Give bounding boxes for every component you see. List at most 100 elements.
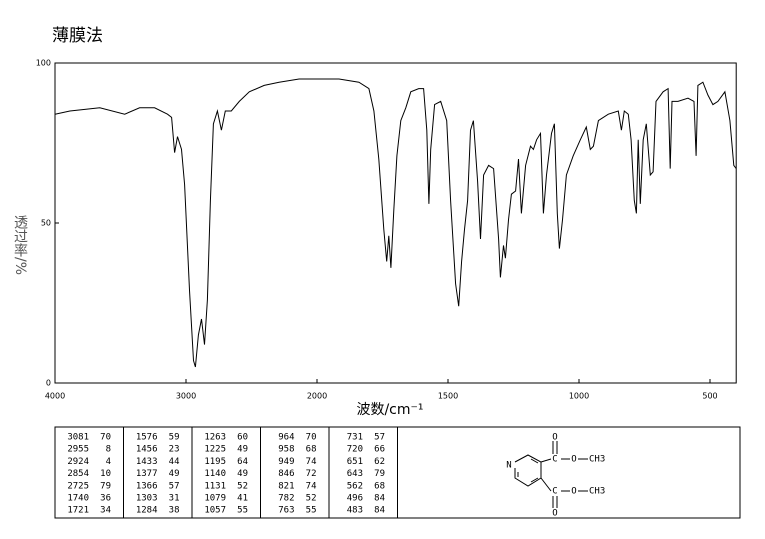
peak-wavenumber: 483 (347, 506, 363, 516)
peak-transmittance: 49 (237, 445, 248, 455)
peak-wavenumber: 1303 (136, 494, 158, 504)
peak-wavenumber: 562 (347, 481, 363, 491)
atom: O (552, 509, 557, 519)
peak-transmittance: 70 (306, 433, 317, 443)
peak-wavenumber: 720 (347, 445, 363, 455)
peak-wavenumber: 1377 (136, 469, 158, 479)
ring-bond (530, 458, 539, 464)
peak-transmittance: 74 (306, 481, 317, 491)
atom: CH3 (589, 455, 605, 465)
atom: N (506, 461, 511, 471)
peak-wavenumber: 964 (278, 433, 294, 443)
peak-transmittance: 49 (237, 469, 248, 479)
peak-transmittance: 66 (374, 445, 385, 455)
peak-transmittance: 41 (237, 494, 248, 504)
peak-wavenumber: 1225 (204, 445, 226, 455)
x-tick-label: 4000 (45, 392, 65, 401)
peak-wavenumber: 958 (278, 445, 294, 455)
peak-transmittance: 55 (306, 506, 317, 516)
peak-transmittance: 84 (374, 494, 385, 504)
ring (514, 454, 542, 487)
peak-wavenumber: 1576 (136, 433, 158, 443)
x-axis-label: 波数/cm⁻¹ (356, 402, 423, 418)
peak-wavenumber: 1740 (67, 494, 89, 504)
peak-transmittance: 79 (374, 469, 385, 479)
peak-transmittance: 68 (374, 481, 385, 491)
peak-wavenumber: 1456 (136, 445, 158, 455)
peak-transmittance: 44 (169, 457, 180, 467)
atom: C (552, 487, 557, 497)
peak-transmittance: 36 (100, 494, 111, 504)
ring-bond (530, 477, 539, 483)
bond (540, 477, 552, 492)
peak-transmittance: 31 (169, 494, 180, 504)
peak-transmittance: 62 (374, 457, 385, 467)
peak-transmittance: 52 (306, 494, 317, 504)
peak-transmittance: 52 (237, 481, 248, 491)
peak-wavenumber: 3081 (67, 433, 89, 443)
peak-wavenumber: 643 (347, 469, 363, 479)
peak-wavenumber: 1721 (67, 506, 89, 516)
peak-transmittance: 57 (374, 433, 385, 443)
peak-wavenumber: 1057 (204, 506, 226, 516)
y-tick-label: 100 (36, 59, 51, 68)
atom: O (571, 487, 576, 497)
x-tick-label: 3000 (176, 392, 196, 401)
peak-wavenumber: 731 (347, 433, 363, 443)
x-tick-label: 1000 (569, 392, 589, 401)
atom: O (552, 433, 557, 443)
x-tick-label: 1500 (438, 392, 458, 401)
table-dividers (123, 427, 398, 518)
spectrum-line (54, 78, 737, 368)
peak-wavenumber: 1131 (204, 481, 226, 491)
peak-wavenumber: 949 (278, 457, 294, 467)
peak-wavenumber: 1366 (136, 481, 158, 491)
peak-wavenumber: 1263 (204, 433, 226, 443)
peak-wavenumber: 651 (347, 457, 363, 467)
peak-transmittance: 38 (169, 506, 180, 516)
peak-wavenumber: 1079 (204, 494, 226, 504)
peak-transmittance: 74 (306, 457, 317, 467)
plot-frame (54, 62, 737, 384)
x-tick-label: 2000 (307, 392, 327, 401)
peak-transmittance: 8 (106, 445, 111, 455)
peak-transmittance: 70 (100, 433, 111, 443)
peak-wavenumber: 1140 (204, 469, 226, 479)
peak-wavenumber: 2725 (67, 481, 89, 491)
peak-wavenumber: 1195 (204, 457, 226, 467)
peak-wavenumber: 1433 (136, 457, 158, 467)
peak-wavenumber: 763 (278, 506, 294, 516)
atom: C (552, 455, 557, 465)
peak-wavenumber: 2854 (67, 469, 89, 479)
atom: CH3 (589, 487, 605, 497)
peak-transmittance: 49 (169, 469, 180, 479)
bond (540, 458, 552, 463)
peak-transmittance: 55 (237, 506, 248, 516)
peak-transmittance: 72 (306, 469, 317, 479)
peak-wavenumber: 1284 (136, 506, 158, 516)
peak-wavenumber: 496 (347, 494, 363, 504)
peak-wavenumber: 2955 (67, 445, 89, 455)
peak-transmittance: 59 (169, 433, 180, 443)
chart-title: 薄膜法 (52, 26, 103, 46)
y-tick-label: 50 (41, 219, 51, 228)
peak-transmittance: 60 (237, 433, 248, 443)
structure (514, 441, 588, 508)
y-axis-label: 透过率/% (12, 215, 28, 275)
x-tick-label: 500 (702, 392, 717, 401)
peak-transmittance: 84 (374, 506, 385, 516)
peak-transmittance: 57 (169, 481, 180, 491)
peak-wavenumber: 821 (278, 481, 294, 491)
atom: O (571, 455, 576, 465)
peak-wavenumber: 846 (278, 469, 294, 479)
peak-transmittance: 34 (100, 506, 111, 516)
peak-wavenumber: 2924 (67, 457, 89, 467)
peak-transmittance: 79 (100, 481, 111, 491)
peak-transmittance: 10 (100, 469, 111, 479)
peak-transmittance: 23 (169, 445, 180, 455)
peak-transmittance: 4 (106, 457, 111, 467)
peak-transmittance: 68 (306, 445, 317, 455)
peak-wavenumber: 782 (278, 494, 294, 504)
y-tick-label: 0 (46, 379, 51, 388)
